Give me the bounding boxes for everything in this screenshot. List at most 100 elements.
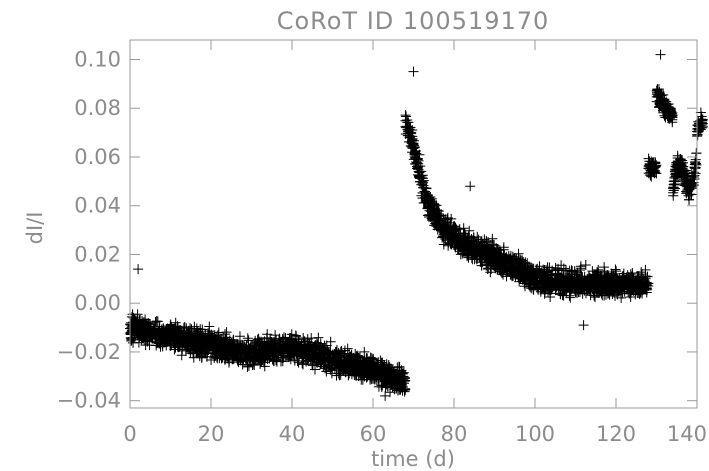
data-point [318,343,329,354]
data-point [600,272,611,283]
y-tick-label: −0.04 [57,389,121,413]
data-point [621,277,632,288]
data-point [143,327,154,338]
data-point [308,350,319,361]
data-point [641,280,652,291]
x-axis-ticks: 0 20 40 60 80 100 120 140 [123,40,707,446]
data-point [335,350,346,361]
data-point [597,281,608,292]
data-point [304,339,315,350]
x-tick-label: 60 [360,422,387,446]
data-point [310,364,321,375]
x-tick-label: 80 [441,422,468,446]
x-tick-label: 120 [596,422,636,446]
data-point [206,354,217,365]
data-point [616,277,627,288]
data-point [668,190,679,201]
data-point [665,105,676,116]
data-point [198,337,209,348]
data-point [487,239,498,250]
data-point [498,244,509,255]
data-point [659,94,670,105]
data-point [410,146,421,157]
data-point [655,49,666,60]
data-point [188,348,199,359]
data-point [278,337,289,348]
data-point [161,340,172,351]
data-point [365,352,376,363]
data-point [643,168,654,179]
data-point [312,357,323,368]
data-point [529,275,540,286]
data-point [691,158,702,169]
data-point [200,328,211,339]
data-point [217,352,228,363]
data-point [511,253,522,264]
data-point [239,342,250,353]
data-point [377,357,388,368]
data-point [423,198,434,209]
data-point [253,352,264,363]
data-point [133,264,144,275]
data-point [240,353,251,364]
data-point [683,194,694,205]
data-point [459,228,470,239]
data-point [685,174,696,185]
data-point [204,321,215,332]
data-point [609,274,620,285]
data-point [307,359,318,370]
y-tick-label: 0.02 [74,242,121,266]
data-point [234,331,245,342]
data-point [242,333,253,344]
data-point [469,247,480,258]
data-point [212,330,223,341]
data-point [651,96,662,107]
data-point [448,229,459,240]
data-point [192,340,203,351]
data-point [380,390,391,401]
data-point [203,340,214,351]
data-point [437,224,448,235]
data-point [472,253,483,264]
data-point [314,348,325,359]
data-point [564,282,575,293]
data-point [405,140,416,151]
data-point [652,84,663,95]
data-point [176,350,187,361]
data-point [159,325,170,336]
data-point [281,352,292,363]
data-point [696,114,707,125]
data-point [247,360,258,371]
data-point [404,132,415,143]
data-point [478,241,489,252]
data-point [574,273,585,284]
data-point [169,344,180,355]
data-point [172,323,183,334]
data-point [126,333,137,344]
y-tick-label: 0.04 [74,194,121,218]
data-point [502,253,513,264]
data-point [223,357,234,368]
data-point [313,349,324,360]
data-point [144,319,155,330]
data-point [667,112,678,123]
data-point [464,239,475,250]
data-point [672,169,683,180]
data-point [695,107,706,118]
data-point [131,320,142,331]
data-point [258,345,269,356]
data-point [514,276,525,287]
data-point [329,349,340,360]
data-point [331,345,342,356]
data-point [325,364,336,375]
data-point [127,309,138,320]
data-point [519,278,530,289]
data-point [154,323,165,334]
x-axis-label: time (d) [371,447,455,471]
data-point [189,343,200,354]
data-point [213,347,224,358]
y-tick-label: 0.00 [74,291,121,315]
data-point [399,372,410,383]
data-point [407,138,418,149]
data-point [197,338,208,349]
